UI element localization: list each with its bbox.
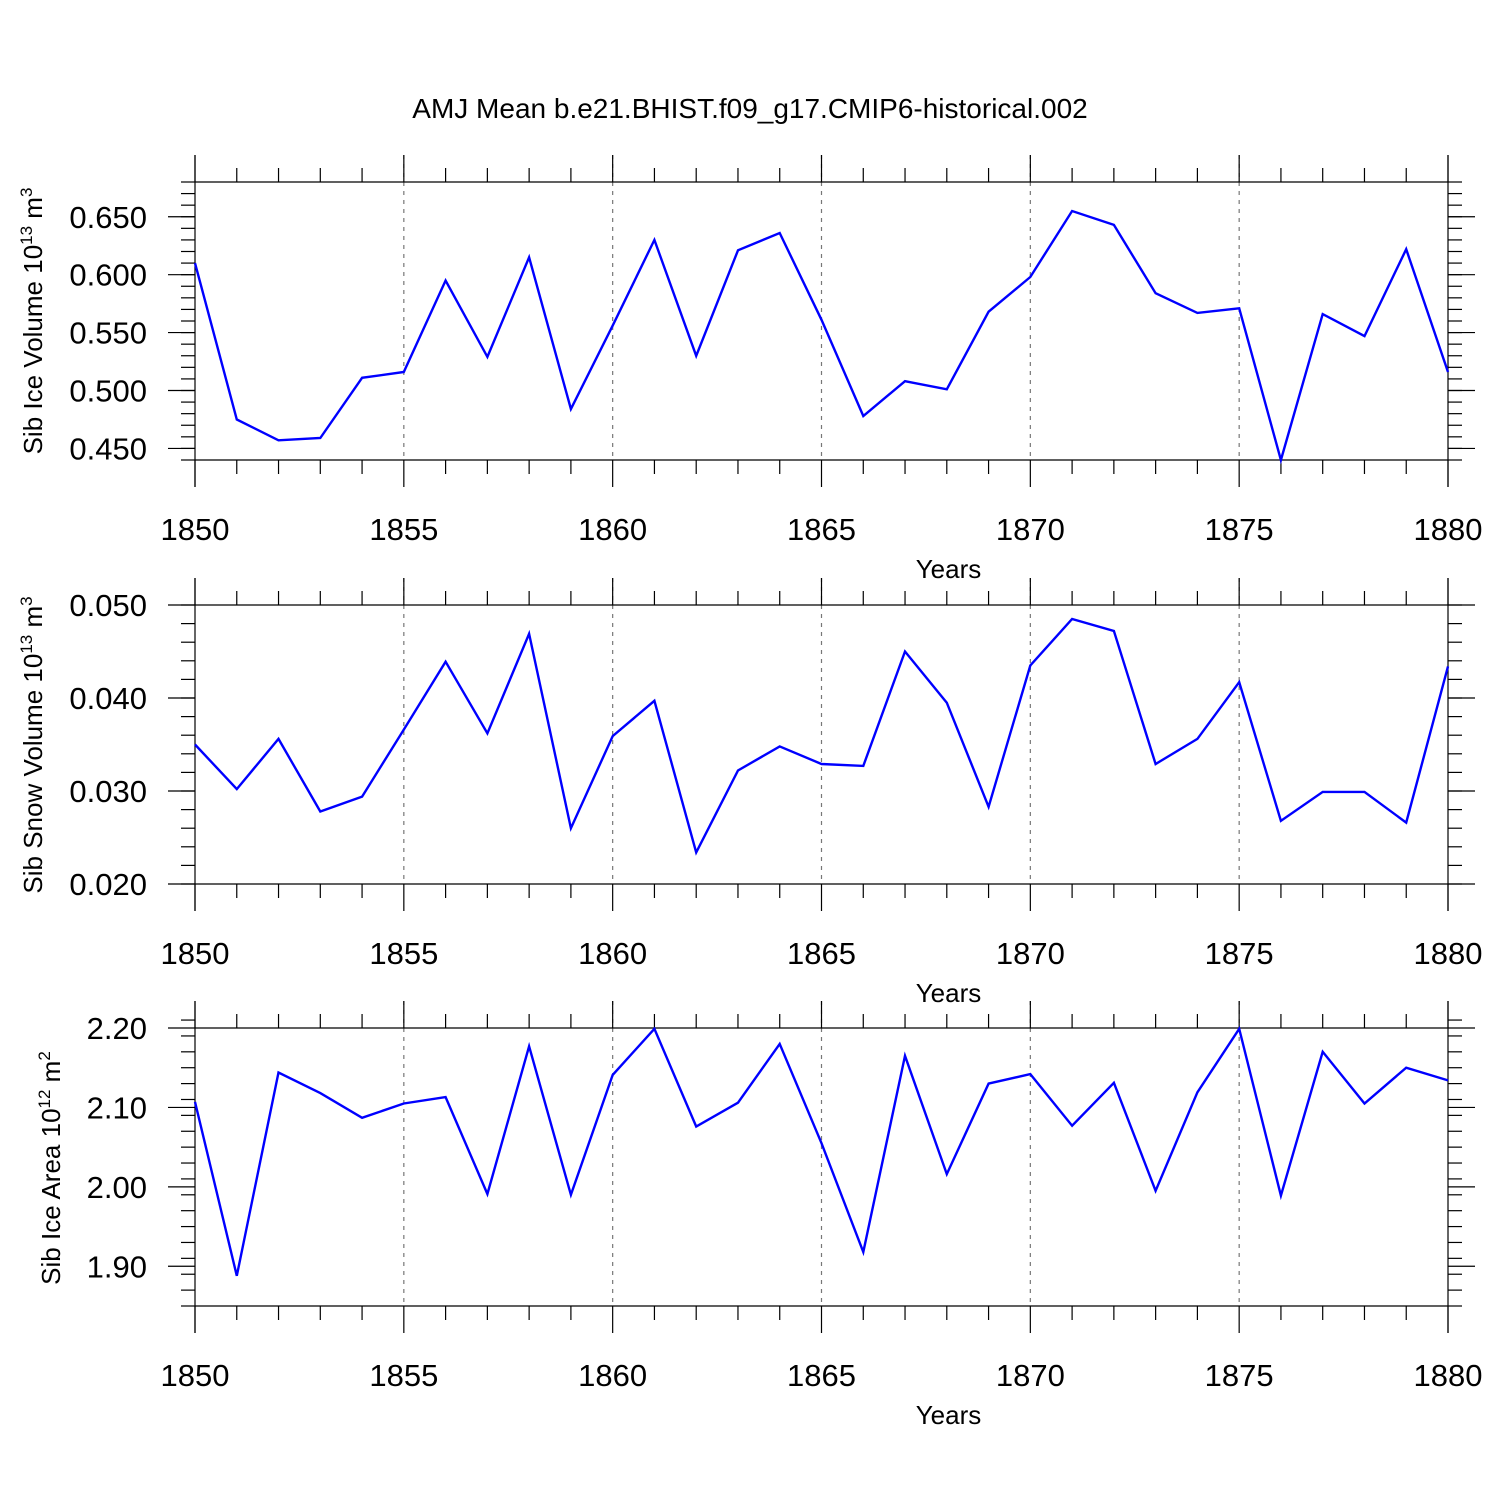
y-tick-label: 0.050: [69, 588, 147, 623]
x-tick-label: 1870: [996, 512, 1065, 547]
y-tick-label: 0.040: [69, 681, 147, 716]
y-tick-label: 2.00: [87, 1170, 147, 1205]
y-tick-label: 0.550: [69, 316, 147, 351]
x-tick-label: 1855: [369, 512, 438, 547]
y-axis-label-exponent: 12: [35, 1090, 54, 1109]
x-tick-label: 1865: [787, 936, 856, 971]
x-tick-label: 1865: [787, 512, 856, 547]
x-axis-label: Years: [916, 554, 982, 584]
chart-title: AMJ Mean b.e21.BHIST.f09_g17.CMIP6-histo…: [412, 93, 1087, 124]
x-axis-label: Years: [916, 1400, 982, 1430]
panel-2: 1850 1855 1860 1865 1870 1875 1880 0.020 0.030 0.…: [17, 578, 1482, 1008]
x-tick-label: 1870: [996, 1358, 1065, 1393]
panel-1: 1850 1855 1860 1865 1870 1875 1880 0.450 0.500 0.…: [17, 155, 1482, 584]
y-tick-label: 2.10: [87, 1090, 147, 1125]
panel-3: 1850 1855 1860 1865 1870 1875 1880 1.90 2.00 2.10…: [35, 1001, 1482, 1430]
x-tick-label: 1855: [369, 936, 438, 971]
x-tick-label: 1865: [787, 1358, 856, 1393]
x-tick-label: 1880: [1414, 936, 1483, 971]
y-axis-label-unit-exponent: 3: [17, 188, 36, 197]
x-tick-label: 1880: [1414, 1358, 1483, 1393]
y-axis-label-unit: m: [36, 1061, 66, 1090]
y-tick-label: 1.90: [87, 1249, 147, 1284]
x-tick-label: 1860: [578, 1358, 647, 1393]
x-tick-label: 1860: [578, 936, 647, 971]
x-tick-label: 1850: [161, 512, 230, 547]
x-tick-label: 1875: [1205, 512, 1274, 547]
y-tick-label: 0.650: [69, 200, 147, 235]
y-tick-label: 0.600: [69, 258, 147, 293]
y-tick-label: 0.030: [69, 774, 147, 809]
x-tick-label: 1855: [369, 1358, 438, 1393]
y-axis-label: Sib Ice Area 1012 m2: [35, 1051, 66, 1285]
y-axis-label-text: Sib Ice Volume 10: [18, 245, 48, 455]
y-axis-label-unit: m: [18, 197, 48, 226]
y-axis-label-unit: m: [18, 606, 48, 635]
y-tick-label: 2.20: [87, 1011, 147, 1046]
y-tick-label: 0.450: [69, 431, 147, 466]
y-axis-label-text: Sib Snow Volume 10: [18, 654, 48, 894]
series-line: [194, 617, 1450, 856]
x-tick-label: 1850: [161, 936, 230, 971]
y-axis-label: Sib Snow Volume 1013 m3: [17, 596, 48, 893]
x-tick-label: 1850: [161, 1358, 230, 1393]
y-axis-label-text: Sib Ice Area 10: [36, 1108, 66, 1284]
y-axis-label-unit-exponent: 3: [17, 596, 36, 605]
x-tick-label: 1870: [996, 936, 1065, 971]
x-tick-label: 1875: [1205, 936, 1274, 971]
y-tick-label: 0.020: [69, 867, 147, 902]
y-tick-label: 0.500: [69, 374, 147, 409]
x-tick-label: 1880: [1414, 512, 1483, 547]
x-tick-label: 1875: [1205, 1358, 1274, 1393]
y-axis-label-exponent: 13: [17, 226, 36, 245]
y-axis-label-exponent: 13: [17, 635, 36, 654]
x-tick-label: 1860: [578, 512, 647, 547]
y-axis-label: Sib Ice Volume 1013 m3: [17, 188, 48, 455]
x-axis-label: Years: [916, 978, 982, 1008]
y-axis-label-unit-exponent: 2: [35, 1051, 54, 1060]
